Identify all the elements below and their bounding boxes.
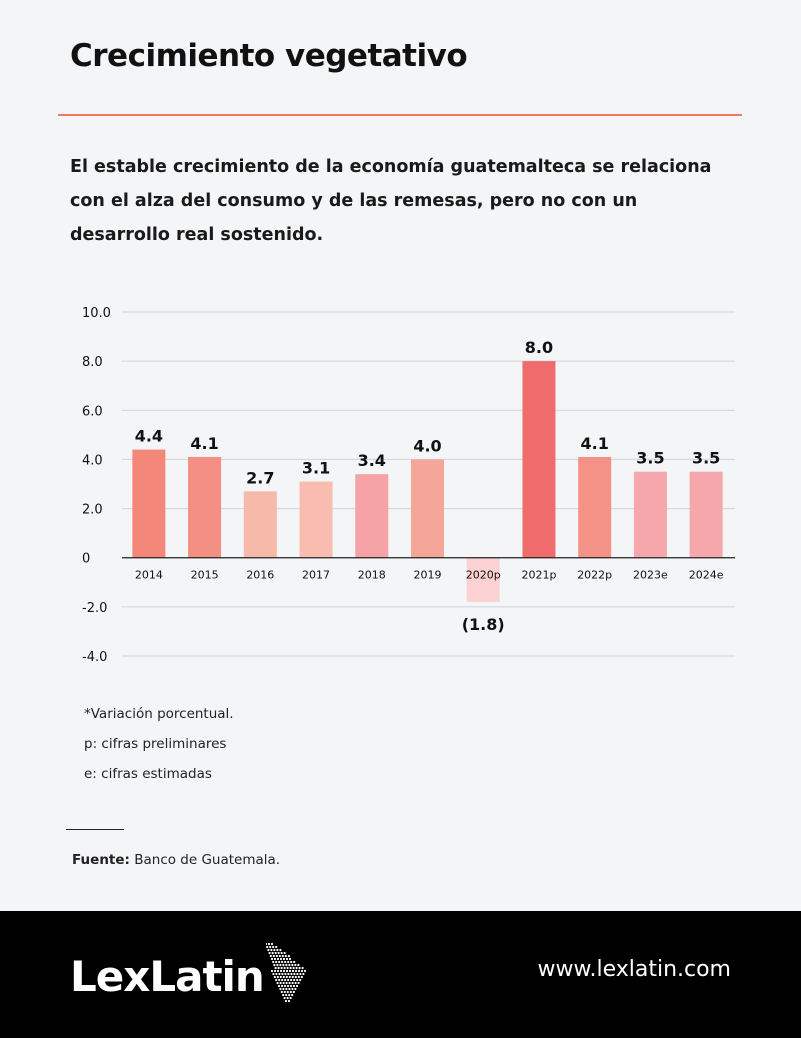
x-tick-label: 2020p bbox=[466, 569, 501, 582]
data-label: 4.1 bbox=[581, 434, 609, 453]
data-label: 3.1 bbox=[302, 459, 330, 478]
data-label: 3.5 bbox=[692, 449, 720, 468]
x-tick-label: 2024e bbox=[689, 569, 724, 582]
bar bbox=[578, 456, 612, 558]
bar bbox=[299, 481, 333, 558]
x-tick-label: 2021p bbox=[521, 569, 556, 582]
source-label: Fuente: bbox=[72, 852, 130, 868]
data-label: 8.0 bbox=[525, 338, 553, 357]
note-percent-variation: *Variación porcentual. bbox=[84, 706, 234, 722]
chart-notes: *Variación porcentual. p: cifras prelimi… bbox=[84, 706, 234, 796]
y-tick-label: -4.0 bbox=[82, 650, 107, 665]
chart-subtitle: El estable crecimiento de la economía gu… bbox=[70, 157, 712, 245]
data-label: 4.1 bbox=[190, 434, 218, 453]
data-label: 4.0 bbox=[413, 436, 441, 455]
y-tick-label: 6.0 bbox=[82, 404, 103, 419]
x-tick-label: 2023e bbox=[633, 569, 668, 582]
y-tick-label: 2.0 bbox=[82, 503, 103, 518]
y-tick-label: -2.0 bbox=[82, 601, 107, 616]
bar bbox=[188, 456, 222, 558]
bar-chart: 10.0 8.0 6.0 4.0 2.0 0 -2.0 -4.0 2014 4.4 2015 4.1 2… bbox=[82, 306, 735, 665]
data-label: 4.4 bbox=[135, 427, 163, 446]
bar bbox=[132, 449, 166, 558]
data-label: 3.4 bbox=[358, 451, 386, 470]
y-tick-label: 4.0 bbox=[82, 453, 103, 468]
bar bbox=[689, 471, 723, 558]
website-url[interactable]: www.lexlatin.com bbox=[537, 957, 732, 982]
source-rule bbox=[66, 829, 124, 830]
data-label: (1.8) bbox=[462, 615, 505, 634]
latin-america-map-icon bbox=[265, 942, 306, 1003]
note-preliminary: p: cifras preliminares bbox=[84, 736, 227, 752]
x-tick-label: 2018 bbox=[358, 569, 386, 582]
y-tick-label: 10.0 bbox=[82, 306, 111, 321]
source-line: Fuente: Banco de Guatemala. bbox=[72, 852, 280, 868]
x-tick-label: 2015 bbox=[191, 569, 219, 582]
bar bbox=[522, 361, 556, 558]
bar bbox=[633, 471, 667, 558]
x-tick-label: 2014 bbox=[135, 569, 163, 582]
data-label: 3.5 bbox=[636, 449, 664, 468]
bar bbox=[411, 459, 444, 558]
x-tick-label: 2017 bbox=[302, 569, 330, 582]
bar bbox=[243, 491, 277, 558]
bar bbox=[466, 557, 500, 602]
footer-bar: LexLatin www.lexlatin.com bbox=[0, 911, 801, 1038]
title-divider bbox=[58, 114, 742, 116]
lexlatin-logo[interactable]: LexLatin bbox=[70, 941, 308, 1011]
y-tick-label: 0 bbox=[82, 552, 90, 567]
note-estimated: e: cifras estimadas bbox=[84, 766, 212, 782]
data-label: 2.7 bbox=[246, 468, 274, 487]
source-text: Banco de Guatemala. bbox=[129, 852, 281, 868]
page-title: Crecimiento vegetativo bbox=[70, 38, 468, 74]
y-tick-label: 8.0 bbox=[82, 355, 103, 370]
bar bbox=[355, 474, 389, 558]
x-tick-label: 2016 bbox=[246, 569, 274, 582]
x-tick-label: 2022p bbox=[577, 569, 612, 582]
logo-text: LexLatin bbox=[70, 951, 265, 1001]
x-tick-label: 2019 bbox=[414, 569, 442, 582]
